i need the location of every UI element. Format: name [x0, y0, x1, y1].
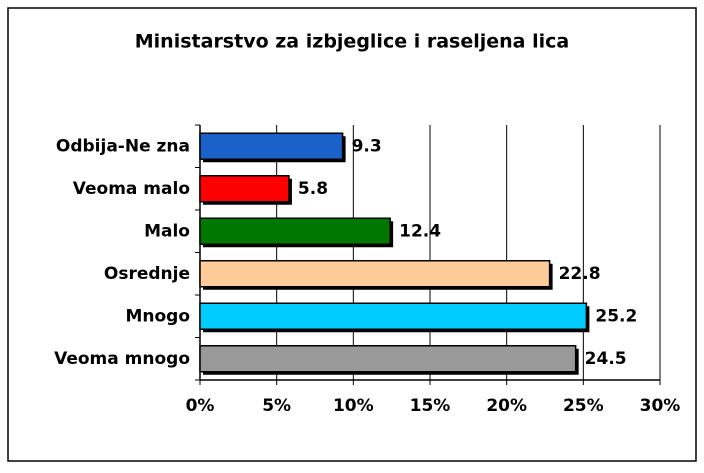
x-tick-label: 30%	[640, 396, 681, 416]
bar	[199, 217, 391, 245]
data-label: 25.2	[595, 306, 637, 326]
data-label: 22.8	[559, 264, 601, 284]
data-label: 9.3	[352, 136, 382, 156]
bar	[199, 132, 344, 160]
bar	[199, 260, 551, 288]
x-tick-label: 15%	[410, 396, 451, 416]
bar	[199, 345, 577, 373]
data-label: 12.4	[399, 221, 441, 241]
y-tick-label: Veoma mnogo	[54, 349, 190, 369]
x-tick-label: 0%	[186, 396, 215, 416]
x-tick-label: 5%	[262, 396, 291, 416]
y-tick-label: Malo	[144, 221, 190, 241]
x-tick-label: 20%	[486, 396, 527, 416]
bar	[199, 175, 290, 203]
x-tick-label: 10%	[333, 396, 374, 416]
data-label: 5.8	[298, 179, 328, 199]
bar	[199, 302, 588, 330]
data-label: 24.5	[585, 349, 627, 369]
y-tick-label: Osrednje	[104, 264, 190, 284]
x-tick-label: 25%	[563, 396, 604, 416]
y-tick-label: Mnogo	[125, 306, 190, 326]
chart-title: Ministarstvo za izbjeglice i raseljena l…	[135, 31, 569, 53]
y-tick-label: Odbija-Ne zna	[56, 136, 190, 156]
y-tick-label: Veoma malo	[73, 179, 190, 199]
